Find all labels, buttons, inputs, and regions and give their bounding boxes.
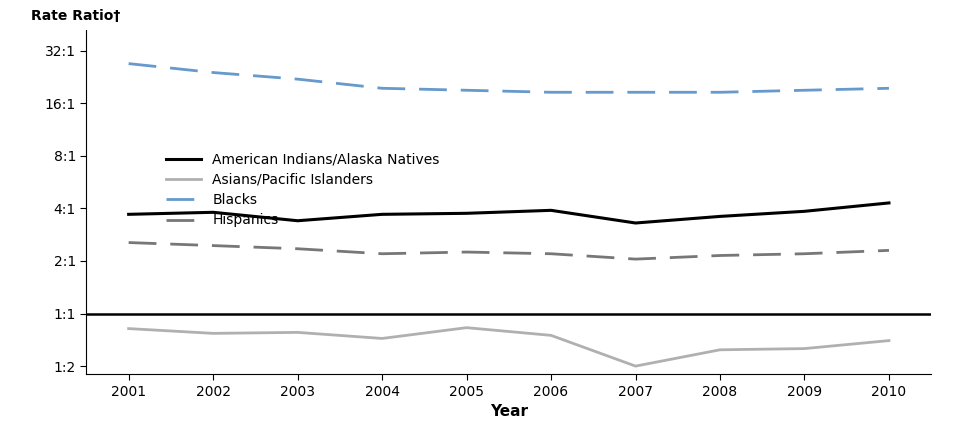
Text: Rate Ratio†: Rate Ratio† <box>32 9 121 24</box>
Blacks <box>123 61 134 66</box>
American Indians/Alaska Natives <box>799 209 810 214</box>
Asians/Pacific Islanders <box>799 346 810 351</box>
American Indians/Alaska Natives <box>292 218 303 223</box>
Asians/Pacific Islanders <box>883 338 895 343</box>
Blacks <box>883 86 895 91</box>
Line: Hispanics: Hispanics <box>129 243 889 259</box>
Hispanics <box>799 251 810 256</box>
American Indians/Alaska Natives <box>714 214 726 219</box>
Hispanics <box>207 243 219 248</box>
Blacks <box>545 90 557 95</box>
American Indians/Alaska Natives <box>207 210 219 215</box>
Asians/Pacific Islanders <box>714 347 726 352</box>
American Indians/Alaska Natives <box>883 200 895 206</box>
Legend: American Indians/Alaska Natives, Asians/Pacific Islanders, Blacks, Hispanics: American Indians/Alaska Natives, Asians/… <box>161 147 445 233</box>
Hispanics <box>461 249 472 255</box>
Blacks <box>714 90 726 95</box>
American Indians/Alaska Natives <box>461 211 472 216</box>
Line: Asians/Pacific Islanders: Asians/Pacific Islanders <box>129 328 889 366</box>
Asians/Pacific Islanders <box>207 331 219 336</box>
Hispanics <box>376 251 388 256</box>
Asians/Pacific Islanders <box>545 333 557 338</box>
Blacks <box>630 90 641 95</box>
Blacks <box>292 77 303 82</box>
Blacks <box>799 88 810 93</box>
Asians/Pacific Islanders <box>123 326 134 331</box>
American Indians/Alaska Natives <box>545 208 557 213</box>
Blacks <box>207 70 219 75</box>
Blacks <box>376 86 388 91</box>
Hispanics <box>883 248 895 253</box>
American Indians/Alaska Natives <box>376 212 388 217</box>
Hispanics <box>123 240 134 245</box>
Hispanics <box>292 246 303 251</box>
Line: American Indians/Alaska Natives: American Indians/Alaska Natives <box>129 203 889 223</box>
Blacks <box>461 88 472 93</box>
Asians/Pacific Islanders <box>630 363 641 369</box>
X-axis label: Year: Year <box>490 404 528 419</box>
American Indians/Alaska Natives <box>630 221 641 226</box>
American Indians/Alaska Natives <box>123 212 134 217</box>
Asians/Pacific Islanders <box>292 330 303 335</box>
Asians/Pacific Islanders <box>376 336 388 341</box>
Asians/Pacific Islanders <box>461 325 472 330</box>
Hispanics <box>714 253 726 258</box>
Hispanics <box>630 257 641 262</box>
Line: Blacks: Blacks <box>129 64 889 92</box>
Hispanics <box>545 251 557 256</box>
